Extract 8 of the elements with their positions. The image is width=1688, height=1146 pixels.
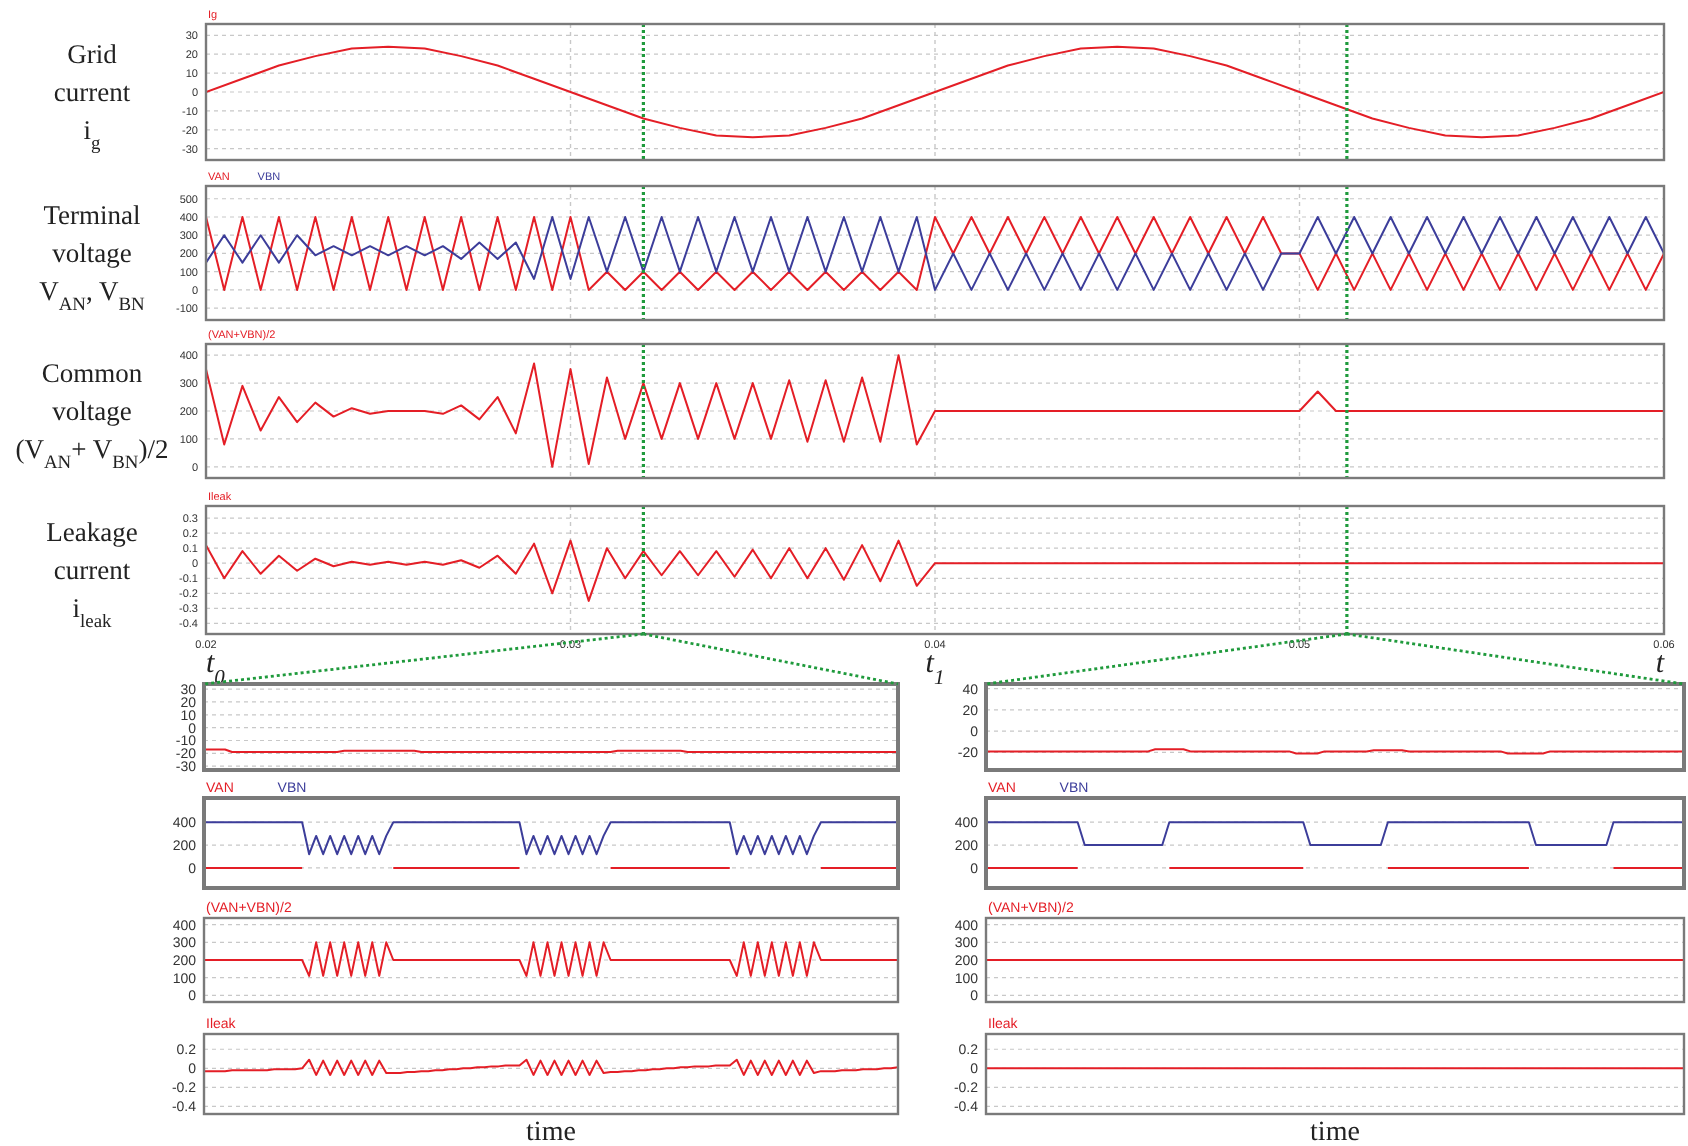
text: t (1655, 648, 1666, 680)
y-axis-title: Common voltage (V$_{AN}$+ V$_{BN}$)/2 (15, 358, 169, 475)
y-axis-title: Grid current i$_{g}$ (53, 39, 131, 156)
x-axis-title: time (1310, 1118, 1360, 1146)
y-axis-title: Terminal voltage V$_{AN}$, V$_{BN}$ (39, 200, 146, 317)
x-axis-title: time (526, 1118, 576, 1146)
text: t$_{1}$ (925, 648, 945, 689)
y-axis-title: Leakage current i$_{leak}$ (46, 517, 138, 634)
